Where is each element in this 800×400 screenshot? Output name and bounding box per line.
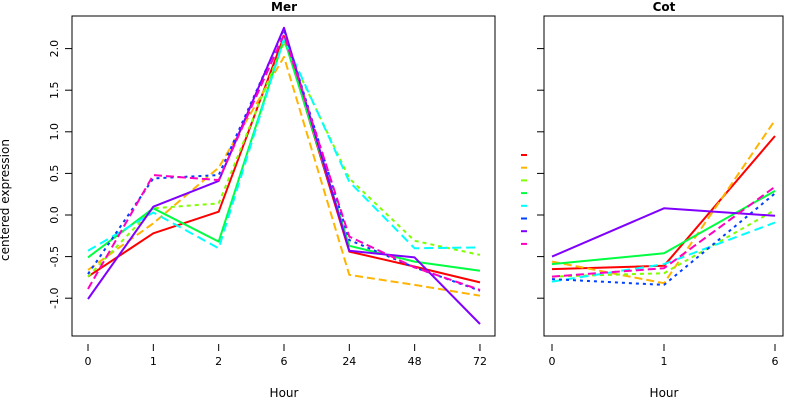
y-axis-label: centered expression (0, 139, 12, 261)
y-tick-label: -0.5 (48, 246, 61, 267)
panel-mer: Mer -1.0 -0.5 0.0 0.5 1.0 1.5 2.0 0 1 2 6 24 48 72 H… (48, 0, 496, 400)
y-tick-label: 0.0 (48, 206, 61, 224)
x-tick-label: 2 (215, 355, 222, 368)
y-tick-label: 0.5 (48, 165, 61, 183)
x-tick-label: 0 (549, 355, 556, 368)
series-line-orange (87, 55, 481, 297)
x-axis-cot: 0 1 6 (549, 344, 779, 368)
series-line-purple (551, 207, 776, 258)
y-tick-label: 2.0 (48, 40, 61, 58)
x-tick-label: 6 (772, 355, 779, 368)
series-line-magenta (551, 185, 776, 278)
x-tick-label: 48 (408, 355, 422, 368)
panel-frame-mer (71, 15, 496, 337)
y-tick-label: -1.0 (48, 287, 61, 308)
series-lines-cot (551, 119, 776, 286)
series-line-red (551, 135, 776, 271)
series-line-purple (87, 26, 481, 325)
series-line-red (87, 35, 481, 284)
legend (521, 154, 527, 245)
panel-frame-cot (543, 15, 784, 337)
series-line-yellow-green (551, 209, 776, 278)
y-axis-mer: -1.0 -0.5 0.0 0.5 1.0 1.5 2.0 (48, 40, 72, 309)
series-line-green (87, 37, 481, 272)
series-line-yellow-green (87, 40, 481, 278)
x-axis-label-mer: Hour (270, 386, 299, 400)
series-line-blue (87, 28, 481, 292)
panel-title-mer: Mer (271, 0, 297, 14)
y-axis-cot (537, 48, 544, 299)
series-line-orange (551, 119, 776, 285)
x-axis-mer: 0 1 2 6 24 48 72 (85, 344, 487, 368)
x-tick-label: 72 (473, 355, 487, 368)
x-tick-label: 1 (150, 355, 157, 368)
x-tick-label: 6 (280, 355, 287, 368)
series-line-magenta (87, 33, 481, 291)
series-line-cyan (87, 37, 481, 252)
series-lines-mer (87, 26, 481, 325)
y-tick-label: 1.0 (48, 123, 61, 141)
panel-title-cot: Cot (653, 0, 676, 14)
panel-cot: Cot 0 1 6 Hour (537, 0, 784, 400)
x-axis-label-cot: Hour (650, 386, 679, 400)
series-line-blue (551, 192, 776, 286)
x-tick-label: 1 (661, 355, 668, 368)
x-tick-label: 24 (342, 355, 356, 368)
x-tick-label: 0 (85, 355, 92, 368)
series-line-cyan (551, 221, 776, 283)
series-line-green (551, 190, 776, 266)
y-tick-label: 1.5 (48, 81, 61, 99)
